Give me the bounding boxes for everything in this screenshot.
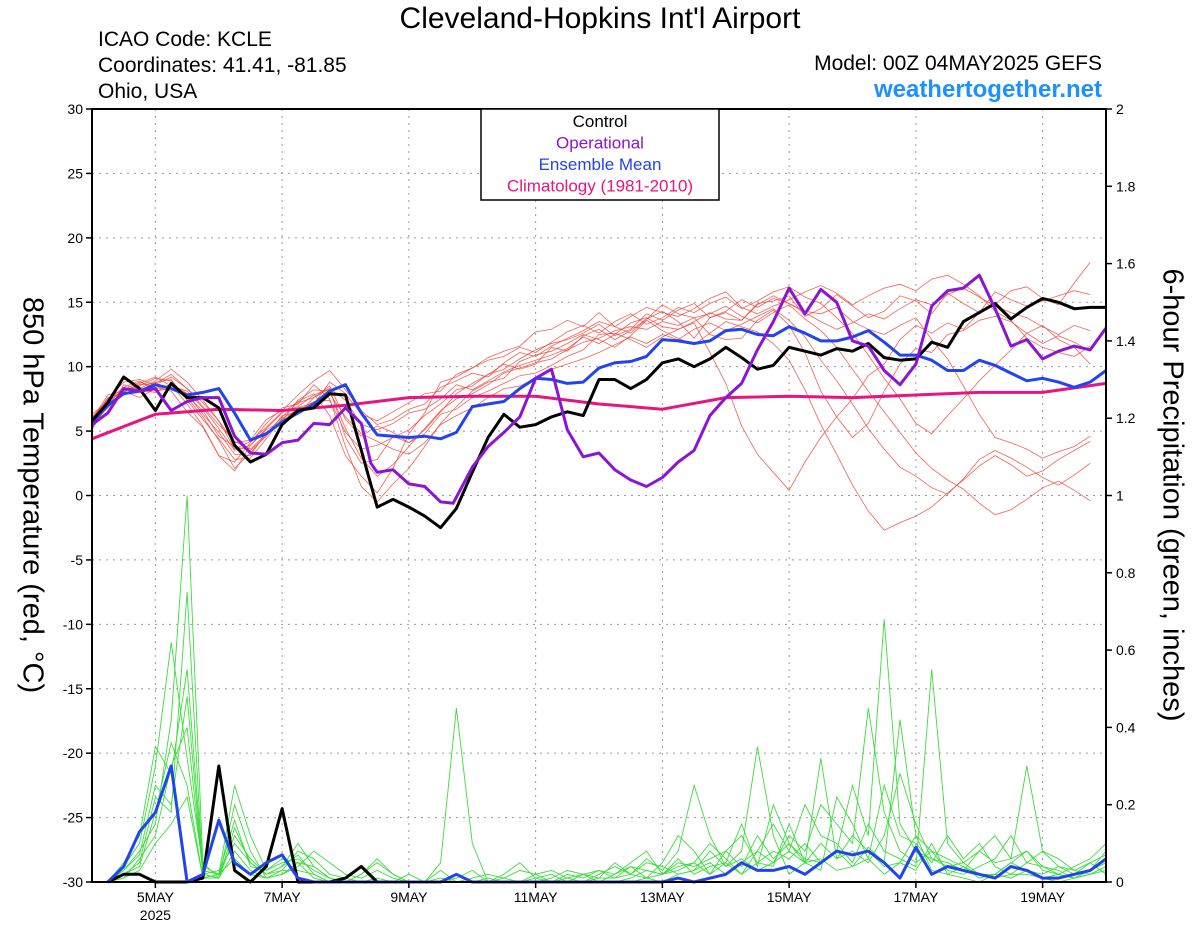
icao-code: ICAO Code: KCLE — [98, 28, 272, 51]
y-tick-label-left: -20 — [63, 745, 83, 761]
temperature-member-line — [91, 286, 1091, 451]
precip-member-line — [107, 669, 1107, 883]
y-tick-label-right: 1.2 — [1116, 410, 1136, 426]
legend-box — [480, 108, 720, 201]
y-tick-label-left: 25 — [67, 165, 83, 181]
x-tick-label: 15MAY — [767, 889, 813, 905]
x-tick-label: 5MAY — [137, 889, 175, 905]
legend-entry: Control — [573, 112, 628, 131]
coordinates: Coordinates: 41.41, -81.85 — [98, 54, 347, 77]
y-tick-label-right: 1.8 — [1116, 178, 1136, 194]
y-tick-label-right: 0.6 — [1116, 642, 1136, 658]
y-tick-label-left: -10 — [63, 616, 83, 632]
temperature-member-line — [91, 274, 1091, 444]
y-tick-label-right: 0.8 — [1116, 565, 1136, 581]
y-tick-label-right: 0.4 — [1116, 719, 1136, 735]
y-tick-label-right: 1.4 — [1116, 333, 1136, 349]
y-tick-label-left: -5 — [71, 552, 84, 568]
y-tick-label-left: 20 — [67, 230, 83, 246]
temperature-member-line — [91, 287, 1091, 460]
y-tick-label-left: -15 — [63, 681, 83, 697]
y-tick-label-left: 5 — [75, 423, 83, 439]
y-tick-label-left: -25 — [63, 810, 83, 826]
y-tick-label-right: 0.2 — [1116, 797, 1136, 813]
precip-series-control — [107, 764, 379, 884]
temperature-series-operational — [91, 273, 1108, 505]
site-link[interactable]: weathertogether.net — [873, 76, 1102, 103]
x-tick-label: 17MAY — [893, 889, 939, 905]
x-tick-label: 7MAY — [264, 889, 302, 905]
precip-member-line — [107, 642, 1107, 883]
x-tick-sublabel: 2025 — [140, 907, 171, 923]
y-tick-label-left: 10 — [67, 359, 83, 375]
x-tick-label: 13MAY — [640, 889, 686, 905]
x-tick-label: 9MAY — [390, 889, 428, 905]
temperature-series-ensemble-mean — [90, 325, 1107, 442]
temperature-member-line — [91, 308, 1091, 495]
temperature-series-climatology- — [91, 381, 1107, 441]
precip-member-line — [107, 619, 1107, 883]
model-run: Model: 00Z 04MAY2025 GEFS — [814, 52, 1102, 75]
region: Ohio, USA — [98, 80, 198, 103]
y-tick-label-right: 1 — [1116, 488, 1124, 504]
precip-member-line — [107, 696, 1107, 883]
temperature-member-line — [91, 319, 1091, 531]
y-axis-label-left: 850 hPa Temperature (red, °C) — [16, 296, 49, 694]
precip-member-line — [107, 708, 1107, 883]
temperature-member-line — [91, 290, 1091, 464]
y-tick-label-left: -30 — [63, 874, 83, 890]
precip-member-line — [107, 765, 1107, 883]
precip-member-line — [107, 592, 1107, 883]
precip-member-line — [107, 495, 1107, 883]
y-tick-label-right: 1.6 — [1116, 256, 1136, 272]
precip-series-ensemble-mean — [106, 764, 1107, 884]
legend-entry: Climatology (1981-2010) — [507, 177, 693, 196]
y-tick-label-right: 0 — [1116, 874, 1124, 890]
x-tick-label: 11MAY — [514, 889, 558, 905]
legend-entry: Ensemble Mean — [539, 155, 662, 174]
x-tick-label: 19MAY — [1020, 889, 1066, 905]
y-tick-label-left: 30 — [67, 101, 83, 117]
chart-title: Cleveland-Hopkins Int'l Airport — [399, 2, 801, 35]
y-axis-label-right: 6-hour Precipitation (green, inches) — [1156, 268, 1189, 722]
y-tick-label-left: 15 — [67, 294, 83, 310]
temperature-series-control — [90, 296, 1106, 530]
y-tick-label-left: 0 — [75, 488, 83, 504]
legend-entry: Operational — [556, 134, 644, 153]
y-tick-label-right: 2 — [1116, 101, 1124, 117]
